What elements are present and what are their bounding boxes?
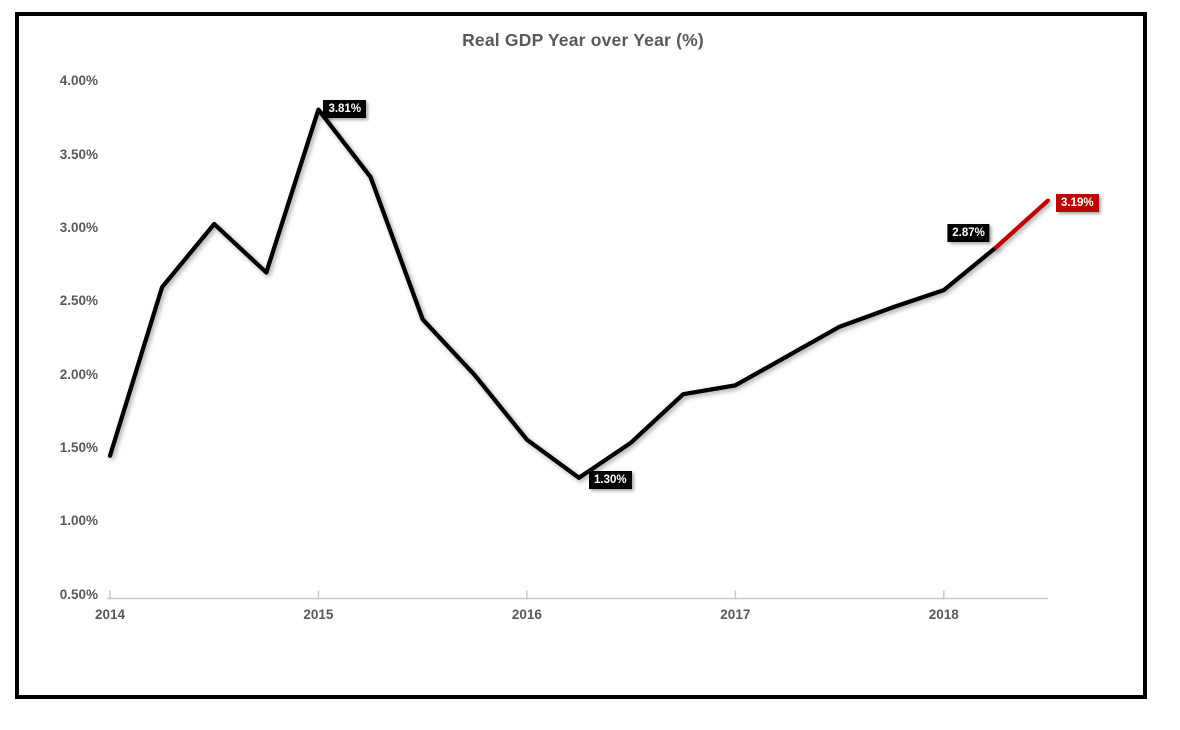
y-axis-tick-label: 3.50% [59, 146, 98, 162]
y-axis-tick-label: 3.00% [59, 219, 98, 235]
chart-frame [15, 12, 1147, 699]
y-axis-tick-label: 4.00% [59, 73, 98, 89]
x-axis-tick-label: 2018 [928, 607, 959, 622]
chart-title: Real GDP Year over Year (%) [462, 30, 704, 50]
y-axis-tick-label: 2.00% [59, 366, 98, 382]
x-axis-tick-label: 2014 [94, 607, 126, 622]
data-label: 3.81% [323, 99, 367, 118]
data-label: 2.87% [947, 223, 990, 242]
y-axis-tick-label: 0.50% [59, 586, 98, 602]
data-label: 1.30% [588, 470, 632, 489]
x-axis-tick-label: 2016 [511, 607, 542, 622]
gdp-line-actual [107, 107, 999, 480]
gdp-line-forecast [993, 198, 1051, 250]
x-axis-tick-label: 2017 [720, 607, 751, 622]
y-axis-tick-label: 2.50% [59, 293, 98, 309]
y-axis-tick-label: 1.50% [59, 440, 98, 455]
data-label: 3.19% [1055, 193, 1099, 212]
y-axis-tick-label: 1.00% [59, 513, 98, 529]
x-axis-tick-label: 2015 [303, 607, 334, 622]
